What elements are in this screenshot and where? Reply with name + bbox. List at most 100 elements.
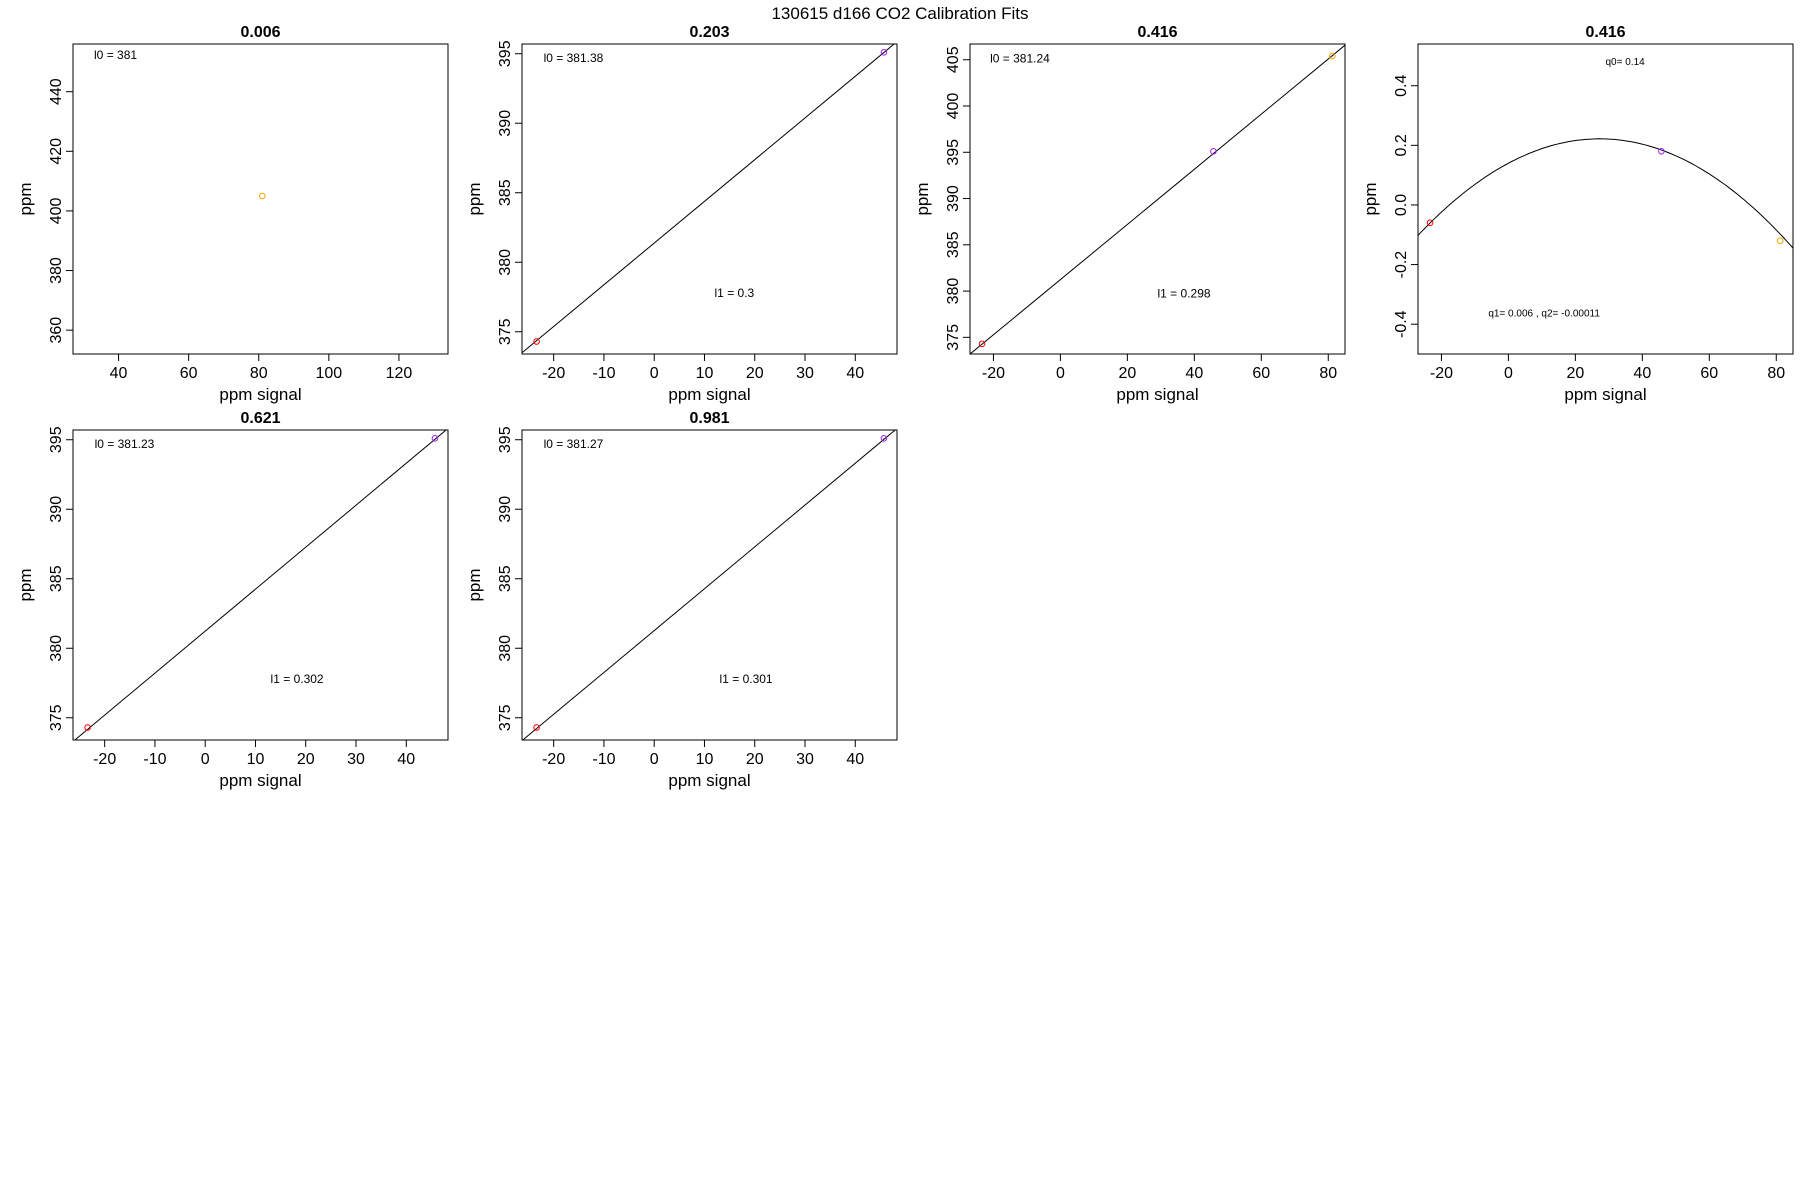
x-tick-label: -20 [93, 751, 116, 768]
data-point [1426, 219, 1434, 227]
y-tick-label: 390 [48, 496, 65, 523]
panel-title: 0.203 [689, 24, 729, 41]
y-tick-label: -0.4 [1393, 310, 1410, 338]
y-tick-label: 440 [48, 78, 65, 105]
coefficient-annotation: l1 = 0.298 [1158, 287, 1211, 301]
coefficient-annotation: l0 = 381.38 [544, 51, 604, 65]
data-point [533, 724, 540, 731]
panel-title: 0.981 [689, 410, 729, 427]
chart-panel-6: -20 -10 0 10 20 30 40 375 380 385 390 395 0.981 ppm s… [465, 410, 898, 790]
y-axis-label: ppm [913, 182, 932, 215]
y-tick-label: 375 [497, 318, 514, 345]
x-tick-label: 40 [1185, 365, 1203, 382]
x-tick-label: 0 [650, 751, 659, 768]
fit-line [74, 430, 447, 740]
x-axis-label: ppm signal [1116, 385, 1198, 404]
x-tick-label: 20 [746, 751, 764, 768]
x-tick-label: 40 [1633, 365, 1651, 382]
y-tick-label: 385 [48, 565, 65, 592]
y-tick-label: 395 [497, 40, 514, 67]
y-tick-label: 375 [48, 704, 65, 731]
chart-panel-3: -20 0 20 40 60 80 375 380 385 390 395 400 405 0.416 pp… [913, 24, 1346, 404]
x-tick-label: 100 [315, 365, 342, 382]
x-tick-label: 0 [650, 365, 659, 382]
y-axis-label: ppm [465, 568, 484, 601]
data-point [258, 192, 266, 200]
y-tick-label: 380 [497, 249, 514, 276]
coefficient-annotation: l1 = 0.3 [715, 286, 755, 300]
y-tick-label: 395 [497, 426, 514, 453]
y-tick-label: -0.2 [1393, 251, 1410, 279]
coefficient-annotation: l0 = 381 [94, 48, 137, 62]
y-tick-label: 420 [48, 138, 65, 165]
figure-title: 130615 d166 CO2 Calibration Fits [771, 4, 1028, 23]
x-axis-label: ppm signal [219, 385, 301, 404]
plot-frame [521, 43, 898, 355]
x-tick-label: 40 [110, 365, 128, 382]
x-tick-label: 30 [796, 365, 814, 382]
x-tick-label: 60 [1700, 365, 1718, 382]
y-tick-label: 390 [497, 110, 514, 137]
x-tick-label: 80 [1319, 365, 1337, 382]
y-tick-label: 380 [945, 278, 962, 305]
chart-panel-5: -20 -10 0 10 20 30 40 375 380 385 390 395 0.621 ppm s… [16, 410, 449, 790]
data-point [880, 435, 888, 442]
y-tick-label: 390 [945, 185, 962, 212]
x-tick-label: 80 [1767, 365, 1785, 382]
y-tick-label: 395 [945, 139, 962, 166]
coefficient-annotation: l0 = 381.23 [95, 437, 155, 451]
x-tick-label: 40 [397, 751, 415, 768]
chart-panel-1: 40 60 80 100 120 360 380 400 420 440 0.006 ppm sign… [16, 24, 449, 404]
x-tick-label: 20 [746, 365, 764, 382]
plot-frame [1417, 43, 1794, 355]
y-tick-label: 0.2 [1393, 134, 1410, 156]
data-point [1776, 237, 1784, 245]
y-axis-label: ppm [1361, 182, 1380, 215]
x-tick-label: -10 [592, 751, 615, 768]
y-tick-label: 380 [48, 635, 65, 662]
y-tick-label: 385 [497, 565, 514, 592]
fit-line [970, 44, 1345, 354]
panel-title: 0.416 [1585, 24, 1625, 41]
panel-title: 0.006 [240, 24, 280, 41]
data-point [533, 338, 540, 345]
plot-frame [72, 429, 449, 741]
x-tick-label: 0 [1056, 365, 1065, 382]
x-tick-label: 60 [180, 365, 198, 382]
x-tick-label: 20 [1566, 365, 1584, 382]
x-tick-label: 0 [1504, 365, 1513, 382]
x-tick-label: 120 [386, 365, 413, 382]
x-tick-label: -20 [542, 365, 565, 382]
x-tick-label: 80 [250, 365, 268, 382]
x-tick-label: 30 [347, 751, 365, 768]
x-axis-label: ppm signal [668, 385, 750, 404]
x-tick-label: 60 [1252, 365, 1270, 382]
x-axis-label: ppm signal [219, 771, 301, 790]
x-tick-label: 30 [796, 751, 814, 768]
x-tick-label: -20 [542, 751, 565, 768]
plot-frame [521, 429, 898, 741]
x-tick-label: -10 [143, 751, 166, 768]
x-tick-label: 10 [696, 751, 714, 768]
panel-title: 0.416 [1137, 24, 1177, 41]
coefficient-annotation: q0= 0.14 [1606, 57, 1646, 68]
x-tick-label: -20 [982, 365, 1005, 382]
x-tick-label: -20 [1430, 365, 1453, 382]
plot-frame [72, 43, 449, 355]
fit-curve [1418, 138, 1793, 249]
y-tick-label: 390 [497, 496, 514, 523]
coefficient-annotation: q1= 0.006 , q2= -0.00011 [1488, 309, 1600, 320]
coefficient-annotation: l1 = 0.302 [271, 672, 324, 686]
data-point [1210, 148, 1217, 155]
y-tick-label: 0.0 [1393, 194, 1410, 216]
y-axis-label: ppm [465, 182, 484, 215]
x-tick-label: 40 [846, 365, 864, 382]
x-tick-label: 0 [201, 751, 210, 768]
x-tick-label: 10 [247, 751, 265, 768]
data-point [431, 435, 439, 442]
data-point [880, 49, 888, 56]
coefficient-annotation: l0 = 381.24 [990, 52, 1050, 66]
x-tick-label: 40 [846, 751, 864, 768]
x-tick-label: 20 [1118, 365, 1136, 382]
fit-line [522, 44, 895, 354]
